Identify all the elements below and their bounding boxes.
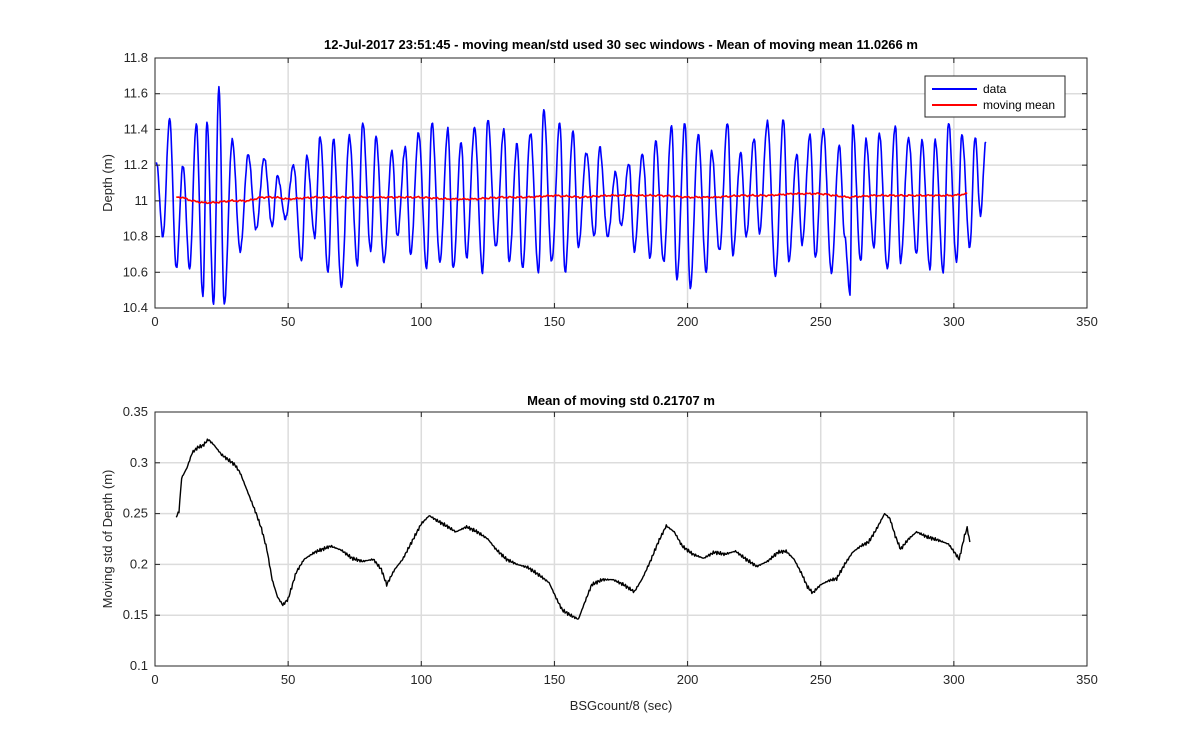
top-y-tick-label: 11.2 [124, 157, 148, 172]
bottom-y-axis-label: Moving std of Depth (m) [100, 470, 115, 609]
bottom-y-tick-label: 0.15 [123, 607, 148, 622]
bottom-plot-area [155, 412, 1087, 666]
top-y-tick-label: 11 [135, 193, 149, 208]
legend: data moving mean [924, 75, 1066, 118]
bottom-x-tick-label: 300 [943, 672, 965, 687]
top-x-tick-label: 150 [544, 314, 566, 329]
bottom-axes-box [154, 411, 1088, 667]
top-axes-box [154, 57, 1088, 309]
legend-label-data: data [983, 82, 1007, 96]
bottom-x-axis-label: BSGcount/8 (sec) [570, 698, 673, 713]
top-axes: 0 50 100 150 200 250 300 350 10.4 10.6 10.8 11 11.2 1… [100, 37, 1098, 329]
bottom-x-tick-label: 200 [677, 672, 699, 687]
top-chart-title: 12-Jul-2017 23:51:45 - moving mean/std u… [324, 37, 918, 52]
bottom-y-tick-label: 0.25 [123, 506, 148, 521]
top-x-tick-label: 300 [943, 314, 965, 329]
top-y-tick-label: 10.4 [123, 300, 148, 315]
bottom-x-tick-label: 150 [544, 672, 566, 687]
bottom-x-tick-label: 100 [410, 672, 432, 687]
bottom-chart-title: Mean of moving std 0.21707 m [527, 393, 715, 408]
bottom-x-tick-label: 50 [281, 672, 295, 687]
bottom-y-tick-label: 0.35 [123, 404, 148, 419]
series-line-moving-std [175, 438, 971, 620]
bottom-x-tick-label: 350 [1076, 672, 1098, 687]
bottom-x-tick-label: 250 [810, 672, 832, 687]
top-x-tick-label: 0 [151, 314, 158, 329]
top-x-tick-label: 100 [410, 314, 432, 329]
bottom-series [175, 438, 971, 620]
legend-label-moving-mean: moving mean [983, 98, 1055, 112]
bottom-grid [155, 412, 1087, 666]
top-tick-labels: 0 50 100 150 200 250 300 350 10.4 10.6 10.8 11 11.2 1… [123, 50, 1098, 329]
top-x-tick-label: 50 [281, 314, 295, 329]
top-x-tick-label: 200 [677, 314, 699, 329]
top-x-tick-label: 350 [1076, 314, 1098, 329]
top-y-tick-label: 11.8 [124, 50, 148, 65]
top-y-tick-label: 10.6 [123, 264, 148, 279]
bottom-axes: 0 50 100 150 200 250 300 350 0.1 0.15 0.2 0.25 0.3 0.… [100, 393, 1098, 713]
series-line-data [155, 85, 987, 305]
bottom-tick-labels: 0 50 100 150 200 250 300 350 0.1 0.15 0.2 0.25 0.3 0.… [123, 404, 1098, 687]
top-series [155, 85, 987, 305]
legend-box [924, 75, 1066, 118]
top-y-tick-label: 11.6 [124, 86, 148, 101]
top-y-tick-label: 10.8 [123, 229, 148, 244]
series-line-moving-mean [176, 192, 968, 205]
top-x-tick-label: 250 [810, 314, 832, 329]
bottom-y-tick-label: 0.3 [130, 455, 148, 470]
top-y-axis-label: Depth (m) [100, 154, 115, 212]
bottom-y-tick-label: 0.2 [130, 556, 148, 571]
bottom-x-tick-label: 0 [151, 672, 158, 687]
top-y-tick-label: 11.4 [124, 121, 148, 136]
bottom-y-tick-label: 0.1 [130, 658, 148, 673]
